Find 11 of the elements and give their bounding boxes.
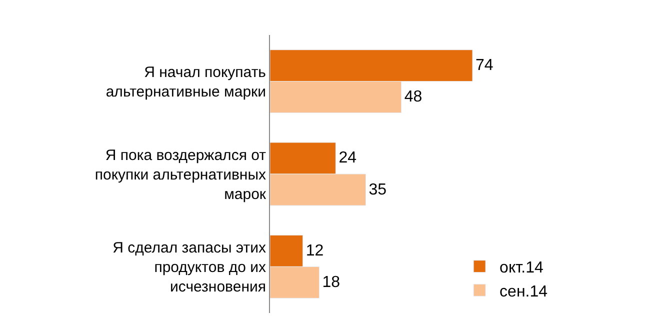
- y-tick-label: Я сделал запасы этих продуктов до их исчезновения: [112, 239, 266, 296]
- y-tick-label: Я начал покупать альтернативные марки: [106, 64, 266, 100]
- data-label: 74: [476, 57, 494, 74]
- data-label: 35: [368, 181, 387, 198]
- data-label: 12: [306, 242, 324, 260]
- data-label: 18: [322, 274, 340, 291]
- legend-label: сен.14: [500, 283, 548, 300]
- y-tick-label: Я пока воздержался от покупки альтернативных марок: [94, 146, 266, 203]
- data-label: 48: [404, 88, 422, 106]
- legend-label: окт.14: [500, 260, 544, 277]
- data-label: 24: [338, 150, 357, 167]
